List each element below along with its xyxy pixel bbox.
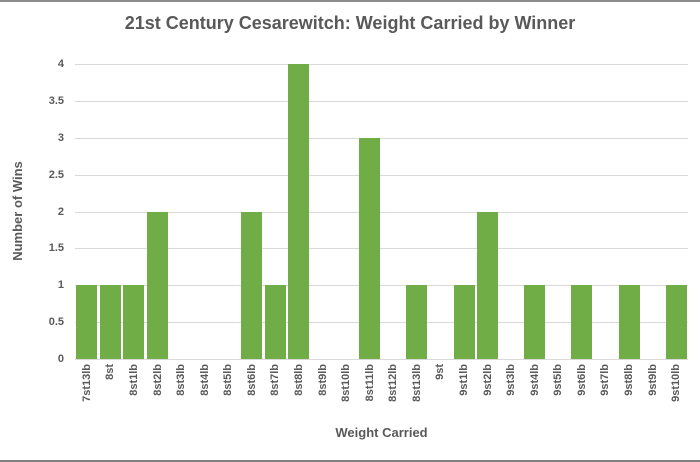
bar-9st1lb [453, 285, 475, 359]
y-tick-label: 4 [57, 58, 64, 70]
bar-7st13lb [76, 285, 98, 359]
bar-9st10lb [665, 285, 687, 359]
x-tick-label: 9st4lb [528, 364, 541, 396]
bar-8st1lb [123, 285, 145, 359]
y-tick-label: 3 [57, 131, 64, 144]
y-tick-label: 2.5 [48, 168, 64, 181]
bar-8st6lb [241, 211, 263, 359]
bar-9st2lb [477, 211, 499, 359]
y-tick-label: 1.5 [48, 242, 64, 255]
gridline [75, 248, 688, 250]
x-tick-label: 9st [434, 364, 447, 380]
x-tick-label: 9st10lb [670, 364, 683, 402]
bar-8st7lb [264, 285, 286, 359]
gridline [75, 211, 688, 213]
x-tick-label: 8st4lb [198, 364, 211, 396]
x-tick-label: 9st3lb [505, 364, 518, 396]
x-tick-label: 9st5lb [552, 364, 565, 396]
bar-8st11lb [359, 137, 381, 359]
y-tick-label: 3.5 [48, 94, 64, 107]
x-tick-label: 8st7lb [269, 364, 282, 396]
plot-area [75, 64, 688, 360]
x-tick-label: 7st13lb [80, 364, 93, 402]
bar-9st6lb [571, 285, 593, 359]
x-tick-label: 8st6lb [245, 364, 258, 396]
x-tick-label: 9st8lb [623, 364, 636, 396]
y-tick-label: 1 [57, 279, 64, 292]
y-tick-label: 0 [57, 353, 64, 365]
gridline [75, 100, 688, 102]
x-tick-label: 9st7lb [599, 364, 612, 396]
x-tick-label: 9st1lb [458, 364, 471, 396]
gridline [75, 64, 688, 65]
x-tick-label: 8st2lb [151, 364, 164, 396]
x-tick-label: 9st6lb [575, 364, 588, 396]
bar-8st [99, 285, 121, 359]
x-tick-label: 8st1lb [127, 364, 140, 396]
x-tick-label: 8st11lb [363, 364, 376, 402]
gridline [75, 137, 688, 139]
bar-8st2lb [147, 211, 169, 359]
gridline [75, 322, 688, 324]
x-tick-label: 8st10lb [340, 364, 353, 402]
bar-8st13lb [406, 285, 428, 359]
x-tick-label: 8st3lb [175, 364, 188, 396]
x-axis-title: Weight Carried [335, 425, 428, 440]
x-tick-label: 8st5lb [222, 364, 235, 396]
bar-9st8lb [618, 285, 640, 359]
x-tick-label: 9st9lb [646, 364, 659, 396]
x-tick-label: 8st [104, 364, 117, 380]
gridline [75, 174, 688, 176]
y-tick-label: 2 [57, 205, 64, 218]
x-tick-label: 8st8lb [292, 364, 305, 396]
bar-9st4lb [524, 285, 546, 359]
gridline [75, 359, 688, 360]
x-tick-label: 8st13lb [410, 364, 423, 402]
x-tick-label: 8st12lb [387, 364, 400, 402]
x-tick-label: 8st9lb [316, 364, 329, 396]
bar-8st8lb [288, 64, 310, 359]
gridline [75, 285, 688, 287]
chart-title: 21st Century Cesarewitch: Weight Carried… [124, 13, 576, 33]
x-tick-label: 9st2lb [481, 364, 494, 396]
y-tick-label: 0.5 [48, 316, 64, 329]
